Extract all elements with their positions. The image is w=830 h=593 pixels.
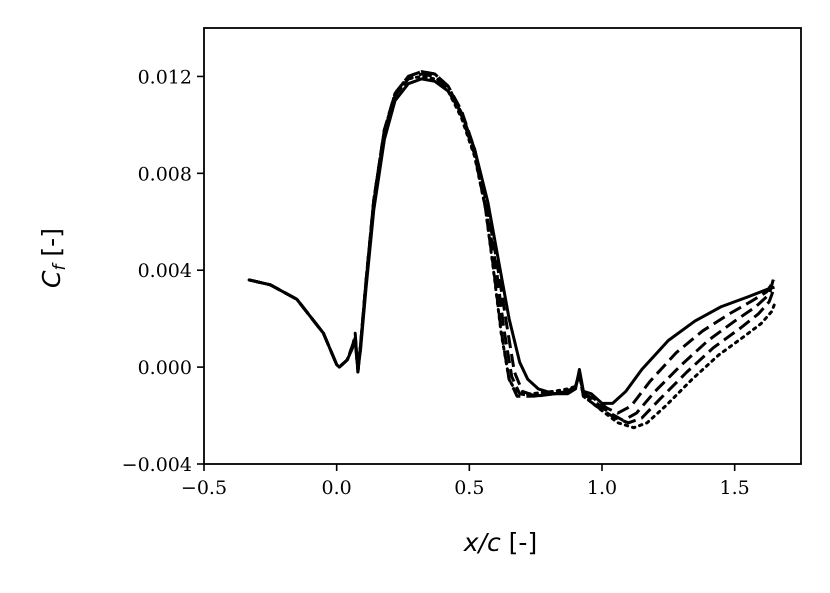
x-axis-label-unit: [-] xyxy=(501,528,537,557)
series-line-3 xyxy=(248,72,776,422)
series-line-2 xyxy=(248,70,776,415)
y-axis-label-subscript: f xyxy=(50,262,70,271)
y-tick-label: 0.000 xyxy=(138,357,192,379)
x-axis-ticks: −0.5 0.0 0.5 1.0 1.5 xyxy=(181,464,750,499)
x-axis-label: x/c [-] xyxy=(463,528,537,557)
x-tick-label: 0.5 xyxy=(454,477,484,499)
x-tick-label: 0.0 xyxy=(322,477,352,499)
y-axis-label: Cf [-] xyxy=(37,228,70,288)
plot-frame xyxy=(203,27,802,465)
x-axis-label-symbol: x/c xyxy=(463,528,501,557)
y-tick-label: 0.004 xyxy=(138,260,192,282)
y-axis-ticks: −0.004 0.000 0.004 0.008 0.012 xyxy=(122,66,204,476)
x-tick-label: 1.0 xyxy=(587,477,617,499)
series-layer xyxy=(247,70,776,430)
x-tick-label: −0.5 xyxy=(181,477,227,499)
y-axis-label-symbol: C xyxy=(37,270,66,288)
series-line-5 xyxy=(247,74,776,430)
y-tick-label: 0.008 xyxy=(138,163,192,185)
y-axis-label-unit: [-] xyxy=(37,228,66,264)
y-tick-label: 0.012 xyxy=(138,66,192,88)
x-tick-label: 1.5 xyxy=(720,477,750,499)
y-tick-label: −0.004 xyxy=(122,454,192,476)
